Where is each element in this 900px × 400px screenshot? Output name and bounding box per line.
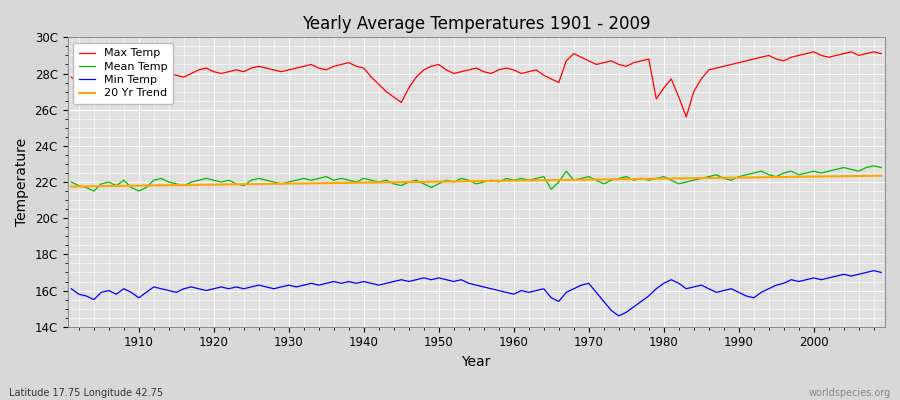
Max Temp [66,75,77,80]
20 Yr Trend [508,178,519,183]
Max Temp [336,62,346,67]
Max Temp [508,68,519,72]
Mean Temp [344,178,355,183]
20 Yr Trend [598,177,609,182]
Text: Latitude 17.75 Longitude 42.75: Latitude 17.75 Longitude 42.75 [9,388,163,398]
20 Yr Trend [126,183,137,188]
Text: worldspecies.org: worldspecies.org [809,388,891,398]
20 Yr Trend [876,173,886,178]
Max Temp [291,66,302,70]
Min Temp [66,286,77,291]
Max Temp [876,51,886,56]
Line: Max Temp: Max Temp [71,52,881,117]
Line: Min Temp: Min Temp [71,271,881,316]
Mean Temp [66,180,77,184]
Max Temp [681,114,692,119]
Min Temp [508,292,519,296]
Max Temp [501,66,512,70]
Mean Temp [88,189,99,194]
20 Yr Trend [66,184,77,189]
Min Temp [291,284,302,289]
Legend: Max Temp, Mean Temp, Min Temp, 20 Yr Trend: Max Temp, Mean Temp, Min Temp, 20 Yr Tre… [73,43,174,104]
Mean Temp [516,176,526,181]
Min Temp [598,299,609,304]
Title: Yearly Average Temperatures 1901 - 2009: Yearly Average Temperatures 1901 - 2009 [302,15,651,33]
Mean Temp [133,189,144,194]
Mean Temp [868,163,879,168]
Max Temp [126,73,137,78]
Min Temp [614,314,625,318]
20 Yr Trend [501,178,512,183]
Line: 20 Yr Trend: 20 Yr Trend [71,176,881,186]
Max Temp [808,50,819,54]
Mean Temp [508,178,519,183]
20 Yr Trend [336,180,346,185]
Min Temp [876,270,886,275]
Min Temp [126,290,137,295]
20 Yr Trend [291,181,302,186]
X-axis label: Year: Year [462,355,491,369]
Min Temp [501,290,512,295]
Line: Mean Temp: Mean Temp [71,166,881,191]
Min Temp [868,268,879,273]
Max Temp [598,60,609,65]
Mean Temp [876,165,886,170]
Mean Temp [299,176,310,181]
Min Temp [336,281,346,286]
Mean Temp [606,178,616,183]
Y-axis label: Temperature: Temperature [15,138,29,226]
